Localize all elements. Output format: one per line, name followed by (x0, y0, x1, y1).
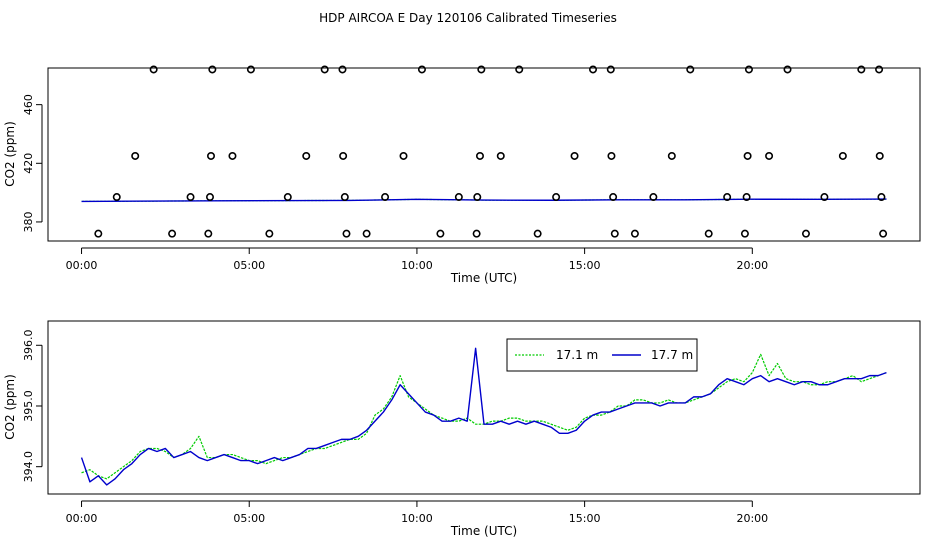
top-scatter-point (112, 193, 121, 202)
bottom-x-tick-label: 00:00 (66, 512, 98, 525)
top-scatter-point (208, 65, 217, 74)
top-scatter-point (820, 193, 829, 202)
top-scatter-point (320, 65, 329, 74)
bottom-plot-axes: 00:00 05:00 10:00 15:00 20:00 394.0 395.0 396.0 (22, 330, 768, 525)
top-x-tick-label: 15:00 (569, 259, 601, 272)
bottom-plot-frame (47, 320, 921, 495)
top-panel: 00:00 05:00 10:00 15:00 20:00 380 420 460 Time … (3, 65, 921, 285)
top-scatter-point (340, 193, 349, 202)
top-scatter-point (740, 229, 749, 238)
top-scatter-point (204, 229, 213, 238)
top-scatter-point (131, 151, 140, 160)
top-scatter-point (838, 151, 847, 160)
top-scatter-point (783, 65, 792, 74)
top-scatter-point (168, 229, 177, 238)
top-scatter-point (283, 193, 292, 202)
top-scatter-point (246, 65, 255, 74)
top-scatter-point (475, 151, 484, 160)
top-scatter-point (436, 229, 445, 238)
top-scatter-point (417, 65, 426, 74)
top-scatter-point (342, 229, 351, 238)
bottom-y-tick-label: 396.0 (22, 330, 35, 362)
top-scatter-point (606, 65, 615, 74)
top-y-tick-label: 420 (22, 153, 35, 174)
bottom-y-tick-label: 395.0 (22, 390, 35, 422)
top-x-tick-label: 10:00 (401, 259, 433, 272)
top-scatter-point (723, 193, 732, 202)
top-scatter-point (228, 151, 237, 160)
top-scatter-point (877, 193, 886, 202)
top-scatter-point (302, 151, 311, 160)
top-scatter-point (149, 65, 158, 74)
top-scatter-point (362, 229, 371, 238)
top-scatter-point (473, 193, 482, 202)
top-scatter-point (339, 151, 348, 160)
bottom-x-axis-label: Time (UTC) (450, 524, 517, 538)
top-scatter-point (704, 229, 713, 238)
legend-label-17-7m: 17.7 m (651, 348, 693, 362)
top-plot-frame (47, 67, 921, 242)
bottom-y-axis-label: CO2 (ppm) (3, 374, 17, 440)
top-scatter-point (879, 229, 888, 238)
top-scatter-point (667, 151, 676, 160)
top-x-tick-label: 05:00 (233, 259, 265, 272)
bottom-y-tick-label: 394.0 (22, 451, 35, 483)
top-scatter-point (205, 193, 214, 202)
bottom-x-tick-label: 05:00 (233, 512, 265, 525)
top-scatter-point (570, 151, 579, 160)
top-scatter-point (875, 151, 884, 160)
legend: 17.1 m 17.7 m (506, 338, 698, 372)
top-plot-axes: 00:00 05:00 10:00 15:00 20:00 380 420 460 (22, 94, 768, 272)
top-scatter-point (609, 193, 618, 202)
top-scatter-point (186, 193, 195, 202)
top-scatter-point (454, 193, 463, 202)
top-y-tick-label: 460 (22, 94, 35, 115)
top-scatter-point (399, 151, 408, 160)
top-scatter-point (607, 151, 616, 160)
top-scatter-point (744, 65, 753, 74)
bottom-x-tick-label: 15:00 (569, 512, 601, 525)
top-scatter-point (552, 193, 561, 202)
top-scatter-point (472, 229, 481, 238)
bottom-x-tick-label: 10:00 (401, 512, 433, 525)
top-scatter-point (610, 229, 619, 238)
top-x-tick-label: 00:00 (66, 259, 98, 272)
top-scatter-point (496, 151, 505, 160)
top-x-axis-label: Time (UTC) (450, 271, 517, 285)
figure-title: HDP AIRCOA E Day 120106 Calibrated Times… (319, 11, 617, 25)
top-series-line-17-7m (81, 198, 887, 203)
top-scatter-point (515, 65, 524, 74)
top-scatter-point (875, 65, 884, 74)
top-scatter-point (765, 151, 774, 160)
top-scatter-point (649, 193, 658, 202)
top-scatter-point (265, 229, 274, 238)
top-scatter-point (801, 229, 810, 238)
top-scatter-point (588, 65, 597, 74)
top-scatter-point (533, 229, 542, 238)
legend-label-17-1m: 17.1 m (556, 348, 598, 362)
bottom-series-line-17-7m (80, 347, 887, 486)
bottom-x-tick-label: 20:00 (736, 512, 768, 525)
bottom-plot-marks (80, 347, 887, 486)
top-scatter-point (630, 229, 639, 238)
top-scatter-point (686, 65, 695, 74)
top-scatter-point (742, 193, 751, 202)
top-plot-marks (81, 65, 888, 238)
top-y-tick-label: 380 (22, 211, 35, 232)
top-scatter-point (338, 65, 347, 74)
bottom-series-line-17-1m (81, 353, 887, 480)
top-scatter-point (381, 193, 390, 202)
bottom-panel: 00:00 05:00 10:00 15:00 20:00 394.0 395.0 396.0… (3, 320, 921, 538)
top-scatter-point (477, 65, 486, 74)
top-scatter-point (94, 229, 103, 238)
top-y-axis-label: CO2 (ppm) (3, 121, 17, 187)
top-scatter-point (743, 151, 752, 160)
top-scatter-point (857, 65, 866, 74)
legend-box (506, 338, 698, 372)
top-x-tick-label: 20:00 (736, 259, 768, 272)
top-scatter-point (207, 151, 216, 160)
